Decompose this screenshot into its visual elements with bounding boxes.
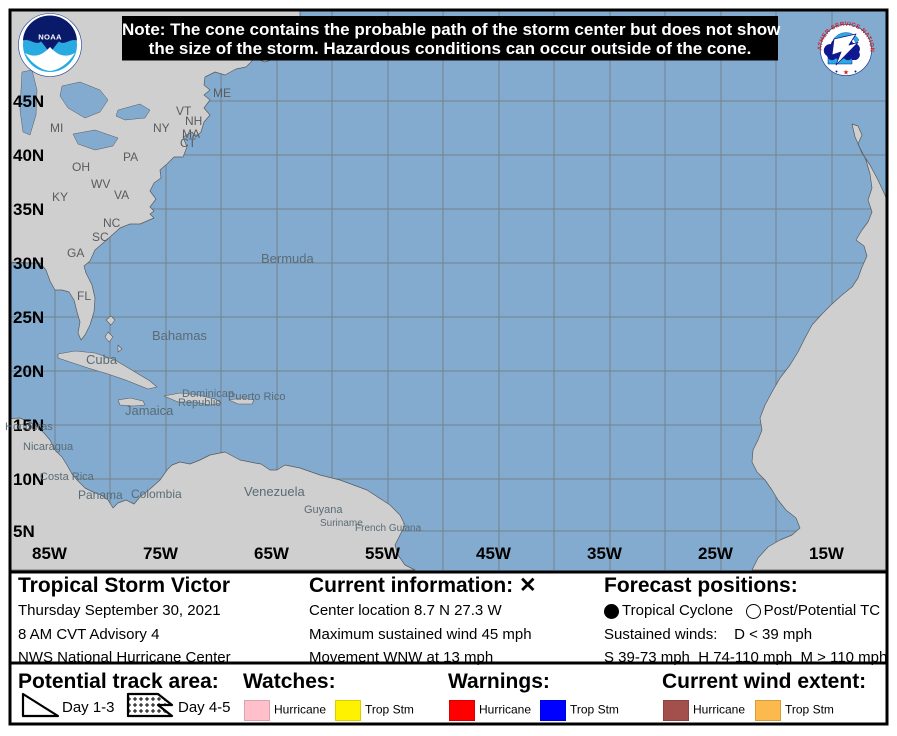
svg-text:NOAA: NOAA <box>38 33 62 42</box>
svg-text:★: ★ <box>843 69 849 77</box>
